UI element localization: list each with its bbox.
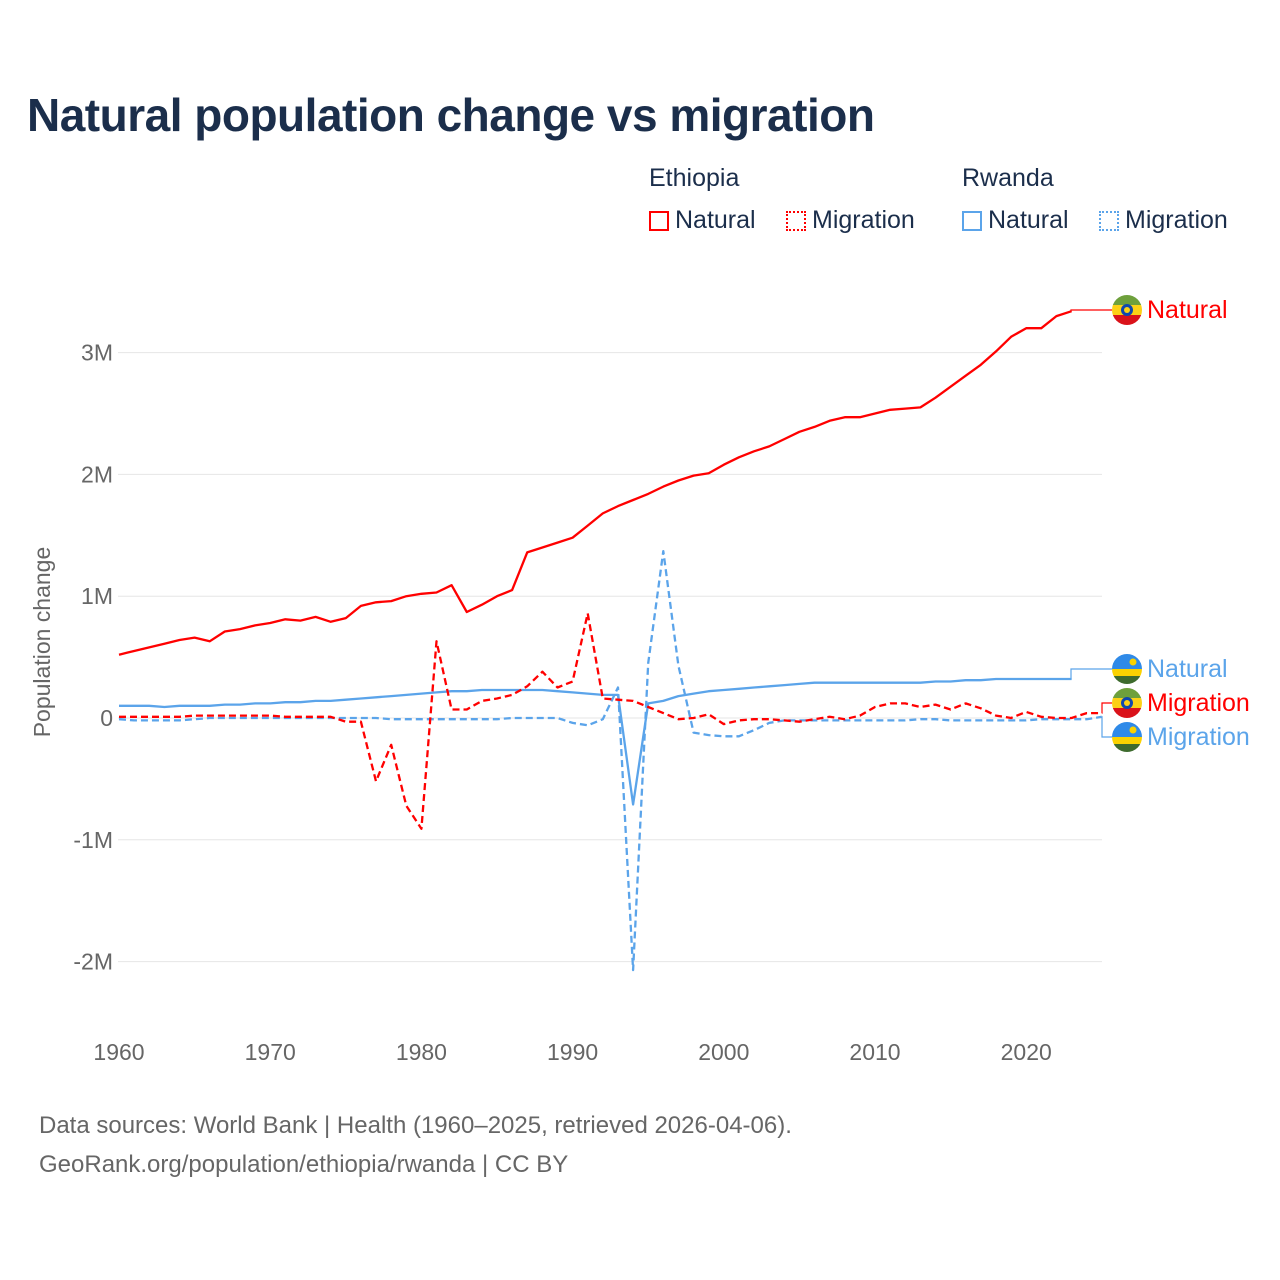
y-tick-label: -2M: [73, 949, 113, 975]
y-tick-label: 0: [100, 705, 113, 731]
label-connector: [1101, 716, 1112, 738]
series-end-label: Migration: [1147, 689, 1250, 717]
series-line-ethiopia-migration: [119, 612, 1102, 830]
y-axis-label: Population change: [29, 547, 55, 738]
legend-item-ethiopia-migration[interactable]: Migration: [786, 206, 915, 235]
series-end-label: Migration: [1147, 723, 1250, 751]
dotted-swatch-icon: [786, 211, 806, 231]
attribution-link[interactable]: GeoRank.org/population/ethiopia/rwanda |…: [39, 1151, 569, 1178]
legend-label: Migration: [1125, 206, 1228, 234]
x-tick-label: 1970: [245, 1039, 296, 1065]
ethiopia-flag-icon: [1112, 295, 1142, 325]
solid-swatch-icon: [962, 211, 982, 231]
legend-label: Migration: [812, 206, 915, 234]
series-end-label: Natural: [1147, 296, 1228, 324]
x-tick-label: 1960: [93, 1039, 144, 1065]
data-source-text: Data sources: World Bank | Health (1960–…: [39, 1112, 792, 1139]
legend-group-rwanda: Rwanda: [962, 164, 1054, 192]
rwanda-flag-icon: [1112, 654, 1142, 684]
dotted-swatch-icon: [1099, 211, 1119, 231]
x-tick-label: 2010: [849, 1039, 900, 1065]
y-tick-label: 1M: [81, 583, 113, 609]
footer: Data sources: World Bank | Health (1960–…: [39, 1106, 792, 1184]
solid-swatch-icon: [649, 211, 669, 231]
legend-label: Natural: [988, 206, 1069, 234]
y-tick-label: 2M: [81, 461, 113, 487]
series-line-ethiopia-natural: [118, 310, 1072, 656]
legend-label: Natural: [675, 206, 756, 234]
legend-group-ethiopia: Ethiopia: [649, 164, 740, 192]
x-tick-label: 2020: [1001, 1039, 1052, 1065]
series-line-rwanda-natural: [119, 677, 1072, 806]
label-connector: [1070, 668, 1112, 680]
chart-title: Natural population change vs migration: [27, 89, 875, 141]
x-tick-label: 1990: [547, 1039, 598, 1065]
rwanda-flag-icon: [1112, 722, 1142, 752]
x-tick-label: 1980: [396, 1039, 447, 1065]
ethiopia-flag-icon: [1112, 688, 1142, 718]
line-chart: 3M 2M 1M 0 -1M -2M 1960 1970 1980 1990 2000 2010 202…: [29, 295, 1250, 1065]
legend-item-ethiopia-natural[interactable]: Natural: [649, 206, 756, 235]
y-tick-label: 3M: [81, 340, 113, 366]
legend-item-rwanda-natural[interactable]: Natural: [962, 206, 1069, 235]
series-line-rwanda-migration: [118, 549, 1102, 972]
x-tick-label: 2000: [698, 1039, 749, 1065]
y-tick-label: -1M: [73, 827, 113, 853]
label-connector: [1101, 702, 1112, 714]
legend-item-rwanda-migration[interactable]: Migration: [1099, 206, 1228, 235]
label-connector: [1070, 309, 1112, 312]
series-end-label: Natural: [1147, 655, 1228, 683]
